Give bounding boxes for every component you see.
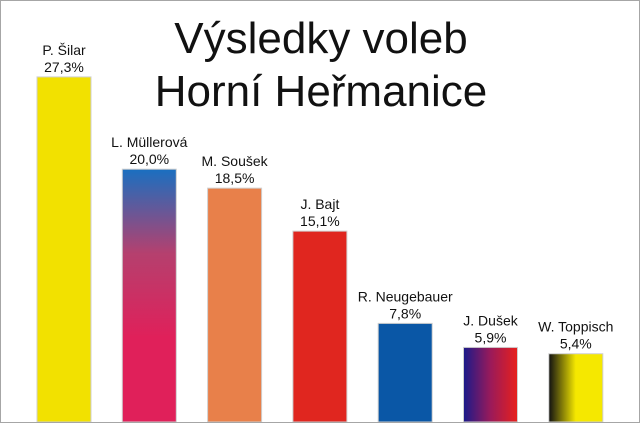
value-label-3: 18,5%	[215, 170, 255, 186]
value-label-4: 15,1%	[300, 213, 340, 229]
bar-2	[121, 168, 177, 422]
bar-1	[36, 76, 92, 422]
chart-title-line-1: Výsledky voleb	[174, 14, 467, 63]
bar-5	[377, 322, 433, 422]
value-label-2: 20,0%	[129, 151, 169, 167]
value-label-7: 5,4%	[560, 336, 592, 352]
value-label-6: 5,9%	[475, 329, 507, 345]
category-label-5: R. Neugebauer	[358, 288, 453, 304]
chart-title-line-2: Horní Heřmanice	[155, 67, 488, 116]
category-label-3: M. Soušek	[202, 153, 269, 169]
value-label-1: 27,3%	[44, 59, 84, 75]
value-label-5: 7,8%	[389, 305, 421, 321]
bar-4	[292, 230, 348, 422]
bar-7	[548, 353, 604, 422]
category-label-1: P. Šilar	[42, 42, 86, 58]
bar-3	[207, 187, 263, 422]
bar-6	[463, 346, 518, 422]
category-label-6: J. Dušek	[463, 312, 518, 328]
category-label-2: L. Müllerová	[111, 134, 187, 150]
category-label-4: J. Bajt	[300, 196, 339, 212]
category-label-7: W. Toppisch	[538, 319, 613, 335]
